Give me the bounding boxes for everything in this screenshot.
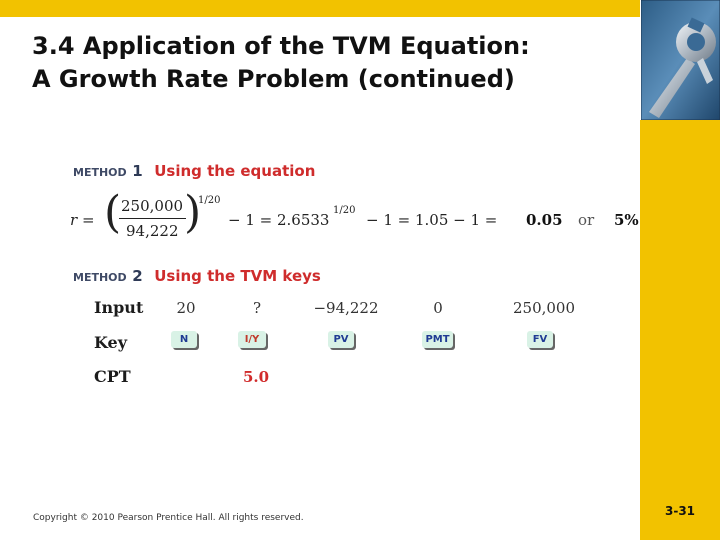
input-pmt-value: 0 xyxy=(433,299,443,317)
method-1-title: Using the equation xyxy=(154,162,316,180)
key-row-label: Key xyxy=(94,333,128,352)
cpt-result-value: 5.0 xyxy=(243,368,270,386)
copyright-notice: Copyright © 2010 Pearson Prentice Hall. … xyxy=(33,513,304,523)
method-1-word: METHOD xyxy=(73,166,127,179)
equation-exponent-2: 1/20 xyxy=(333,205,356,216)
key-pmt: PMT xyxy=(422,331,453,348)
key-fv: FV xyxy=(527,331,553,348)
equation-percent: 5% xyxy=(614,211,639,229)
equation-result: 0.05 xyxy=(526,211,563,229)
input-fv-value: 250,000 xyxy=(512,299,576,317)
key-pv: PV xyxy=(328,331,354,348)
equation-step-2: − 1 = 1.05 − 1 = xyxy=(366,211,498,229)
slide-title-line-1: 3.4 Application of the TVM Equation: xyxy=(32,32,530,60)
method-2-word: METHOD xyxy=(73,271,127,284)
top-accent-bar xyxy=(0,0,640,17)
page-number: 3-31 xyxy=(640,500,720,540)
left-paren: ( xyxy=(104,187,122,238)
equation-or: or xyxy=(578,211,595,229)
method-1-heading: METHOD 1 Using the equation xyxy=(73,161,315,180)
wrench-icon xyxy=(641,0,720,120)
method-2-heading: METHOD 2 Using the TVM keys xyxy=(73,266,321,285)
right-accent-bar xyxy=(640,120,720,500)
right-paren: ) xyxy=(184,187,202,238)
input-iy-value: ? xyxy=(252,299,262,317)
input-n-value: 20 xyxy=(176,299,196,317)
input-row-label: Input xyxy=(94,298,144,317)
fraction-denominator: 94,222 xyxy=(126,222,179,240)
fraction-numerator: 250,000 xyxy=(121,197,184,215)
slide-title: 3.4 Application of the TVM Equation: A G… xyxy=(32,30,632,96)
method-1-number: 1 xyxy=(132,162,143,180)
input-pv-value: −94,222 xyxy=(313,299,379,317)
fraction-bar xyxy=(119,218,186,219)
key-iy: I/Y xyxy=(238,331,266,348)
key-n: N xyxy=(171,331,197,348)
cpt-row-label: CPT xyxy=(94,367,131,386)
method-2-title: Using the TVM keys xyxy=(154,267,321,285)
method-2-number: 2 xyxy=(132,267,143,285)
equation-lhs: r = xyxy=(70,211,95,229)
slide-title-line-2: A Growth Rate Problem (continued) xyxy=(32,65,515,93)
equation-exponent-1: 1/20 xyxy=(198,195,221,206)
equation-step-1: − 1 = 2.6533 xyxy=(228,211,330,229)
